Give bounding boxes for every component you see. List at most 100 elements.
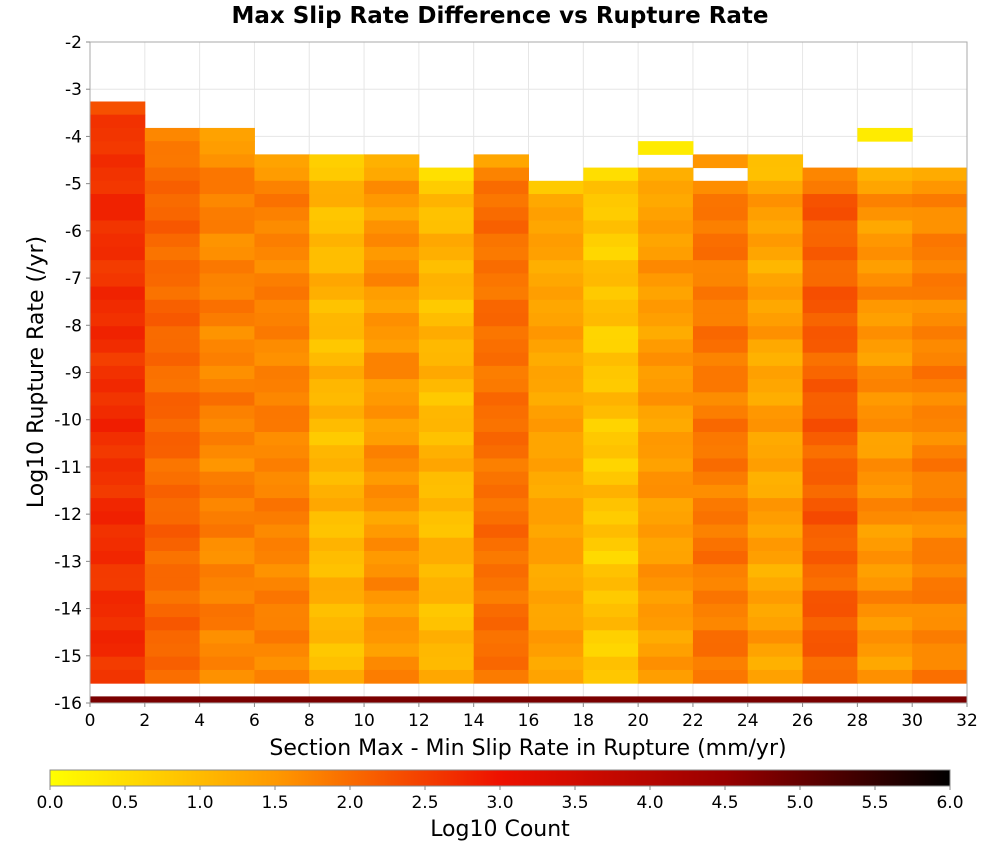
heatmap-cell: [144, 286, 201, 301]
heatmap-cell: [802, 418, 858, 433]
heatmap-cell: [583, 445, 639, 459]
heatmap-cell: [692, 313, 749, 327]
heatmap-cell: [199, 392, 255, 407]
heatmap-cell: [418, 590, 475, 605]
heatmap-cell: [309, 246, 365, 261]
heatmap-cell: [692, 577, 749, 592]
x-tick-label: 24: [737, 711, 759, 731]
x-axis-ticks: 0 2 4 6 8 10 12 14 16 18 20 22 24 26 28 30 32: [85, 703, 978, 731]
heatmap-cell: [90, 194, 146, 208]
heatmap-cell: [528, 246, 584, 261]
heatmap-cell: [473, 603, 529, 618]
heatmap-cell: [528, 524, 584, 539]
heatmap-cell: [583, 669, 639, 684]
heatmap-cell: [199, 484, 255, 499]
heatmap-cell: [583, 431, 639, 446]
heatmap-cell: [144, 564, 201, 578]
heatmap-cell: [473, 326, 529, 340]
heatmap-cell: [912, 207, 968, 221]
heatmap-cell: [857, 418, 913, 433]
heatmap-cell: [199, 577, 255, 592]
heatmap-cell: [857, 180, 913, 195]
heatmap-cell: [90, 550, 146, 565]
heatmap-cell: [857, 167, 913, 182]
heatmap-cell: [912, 167, 968, 182]
heatmap-cell: [583, 326, 639, 340]
heatmap-cell: [857, 260, 913, 274]
heatmap-cell: [857, 511, 913, 526]
heatmap-cell: [90, 154, 146, 169]
heatmap-cell: [583, 167, 639, 182]
heatmap-cell: [90, 167, 146, 182]
heatmap-cell: [144, 471, 201, 486]
heatmap-cell: [912, 617, 968, 631]
heatmap-cell: [309, 379, 365, 393]
heatmap-cell: [528, 511, 584, 526]
heatmap-cell: [528, 260, 584, 274]
heatmap-cell: [90, 141, 146, 155]
heatmap-cell: [309, 537, 365, 552]
heatmap-cell: [199, 418, 255, 433]
heatmap-cell: [144, 260, 201, 274]
heatmap-cell: [144, 537, 201, 552]
heatmap-cell: [638, 379, 694, 393]
heatmap-cell: [747, 643, 804, 658]
heatmap-cell: [857, 669, 913, 684]
heatmap-cell: [583, 379, 639, 393]
heatmap-cell: [309, 458, 365, 473]
heatmap-cell: [309, 564, 365, 578]
y-tick-label: -16: [54, 694, 82, 714]
heatmap-cell: [747, 564, 804, 578]
heatmap-cell: [692, 326, 749, 340]
heatmap-cell: [802, 431, 858, 446]
heatmap-cell: [309, 656, 365, 671]
heatmap-cell: [199, 233, 255, 248]
heatmap-cell: [254, 511, 310, 526]
heatmap-cell: [802, 471, 858, 486]
heatmap-cell: [583, 299, 639, 314]
heatmap-cell: [528, 405, 584, 420]
heatmap-cell: [802, 167, 858, 182]
heatmap-cell: [857, 498, 913, 512]
heatmap-cell: [254, 643, 310, 658]
heatmap-cell: [528, 418, 584, 433]
heatmap-cell: [583, 365, 639, 380]
heatmap-cell: [638, 669, 694, 684]
heatmap-cell: [254, 564, 310, 578]
heatmap-cell: [692, 220, 749, 235]
heatmap-cell: [802, 246, 858, 261]
heatmap-cell: [638, 207, 694, 221]
heatmap-cell: [473, 286, 529, 301]
heatmap-cell: [802, 564, 858, 578]
heatmap-cell: [199, 603, 255, 618]
heatmap-cell: [254, 220, 310, 235]
heatmap-cell: [638, 246, 694, 261]
heatmap-cell: [364, 484, 420, 499]
heatmap-cell: [747, 339, 804, 354]
heatmap-cell: [802, 445, 858, 459]
heatmap-cell: [747, 458, 804, 473]
heatmap-cell: [418, 313, 475, 327]
heatmap-cell: [473, 431, 529, 446]
heatmap-cell: [692, 537, 749, 552]
heatmap-cell: [418, 577, 475, 592]
heatmap-cell: [144, 141, 201, 155]
heatmap-cell: [912, 630, 968, 645]
heatmap-cell: [90, 603, 146, 618]
heatmap-cell: [583, 564, 639, 578]
heatmap-cell: [638, 180, 694, 195]
heatmap-cell: [747, 498, 804, 512]
heatmap-cell: [802, 194, 858, 208]
heatmap-cell: [638, 286, 694, 301]
heatmap-cell: [802, 180, 858, 195]
heatmap-cell: [309, 524, 365, 539]
heatmap-cell: [747, 154, 804, 169]
heatmap-cell: [199, 207, 255, 221]
heatmap-cell: [747, 392, 804, 407]
heatmap-cell: [583, 603, 639, 618]
heatmap-cell: [638, 537, 694, 552]
heatmap-cell: [254, 339, 310, 354]
heatmap-cell: [364, 498, 420, 512]
heatmap-cell: [857, 194, 913, 208]
heatmap-cell: [199, 339, 255, 354]
